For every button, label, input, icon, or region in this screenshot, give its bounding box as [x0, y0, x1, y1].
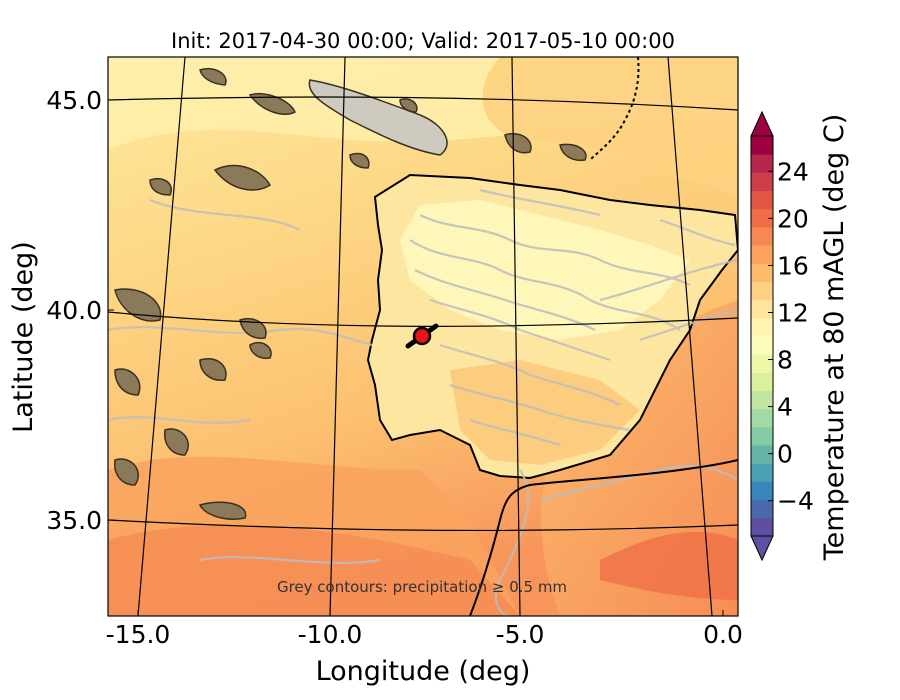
precipitation-cells [114, 68, 587, 520]
colorbar-extend-min [750, 535, 774, 562]
colorbar-segment [751, 372, 773, 392]
colorbar: 24 20 16 12 8 4 0 −4 [750, 110, 814, 562]
colorbar-segment [751, 408, 773, 428]
colorbar-segment [751, 336, 773, 355]
y-tick-label: 45.0 [46, 86, 102, 115]
france-region [482, 57, 738, 200]
parallel [108, 519, 738, 532]
graticule [108, 57, 738, 616]
africa-coastline [469, 459, 738, 616]
colorbar-segment [751, 299, 773, 319]
colorbar-segment [751, 190, 773, 210]
y-tick-label: 35.0 [46, 506, 102, 535]
colorbar-segment [751, 426, 773, 446]
colorbar-segment [751, 517, 773, 537]
plot-title: Init: 2017-04-30 00:00; Valid: 2017-05-1… [171, 29, 675, 53]
colorbar-segment [751, 481, 773, 501]
colorbar-segment [751, 445, 773, 464]
meridian [137, 57, 186, 616]
colorbar-segment [751, 499, 773, 519]
x-axis-label: Longitude (deg) [316, 656, 531, 687]
map-area: Grey contours: precipitation ≥ 0.5 mm [108, 57, 738, 616]
parallel [108, 311, 738, 327]
colorbar-segment [751, 245, 773, 264]
y-axis: 45.0 40.0 35.0 [46, 86, 114, 535]
colorbar-tick-label: 4 [777, 393, 793, 422]
warm-south-region [108, 525, 520, 616]
precipitation-contours [108, 188, 738, 616]
colorbar-tick-label: 12 [777, 298, 809, 327]
y-tick-label: 40.0 [46, 296, 102, 325]
colorbar-tick-label: 24 [777, 157, 809, 186]
parallel [108, 96, 738, 111]
map-frame [107, 56, 739, 617]
y-axis-label: Latitude (deg) [8, 241, 39, 433]
iberian-cool-interior [400, 200, 690, 340]
colorbar-tick-label: 16 [777, 251, 809, 280]
x-tick-label: 0.0 [703, 620, 743, 649]
x-axis: -15.0 -10.0 -5.0 0.0 [106, 610, 743, 649]
meridian [667, 57, 713, 616]
colorbar-segment [751, 172, 773, 192]
hot-southeast-patch [600, 531, 738, 600]
colorbar-segment [751, 390, 773, 410]
meridian [511, 57, 521, 616]
colorbar-segment [751, 354, 773, 373]
colorbar-label: Temperature at 80 mAGL (deg C) [819, 114, 850, 562]
colorbar-segment [751, 263, 773, 282]
colorbar-segment [751, 226, 773, 246]
x-tick-label: -5.0 [496, 620, 545, 649]
colorbar-frame [750, 135, 774, 537]
colorbar-tick-label: 8 [777, 346, 793, 375]
colorbar-tick-label: −4 [777, 487, 814, 516]
site-marker [412, 326, 432, 346]
precip-note: Grey contours: precipitation ≥ 0.5 mm [277, 578, 567, 596]
france-coastline [589, 57, 640, 161]
colorbar-extend-max [750, 110, 774, 137]
colorbar-segment [751, 317, 773, 337]
colorbar-tick-label: 20 [777, 204, 809, 233]
colorbar-segment [751, 136, 773, 155]
x-tick-label: -15.0 [106, 620, 171, 649]
meridian [329, 57, 346, 616]
colorbar-segment [751, 281, 773, 301]
colorbar-tick-label: 0 [777, 440, 793, 469]
colorbar-segment [751, 154, 773, 173]
x-tick-label: -10.0 [298, 620, 363, 649]
colorbar-segment [751, 208, 773, 228]
colorbar-segment [751, 463, 773, 482]
